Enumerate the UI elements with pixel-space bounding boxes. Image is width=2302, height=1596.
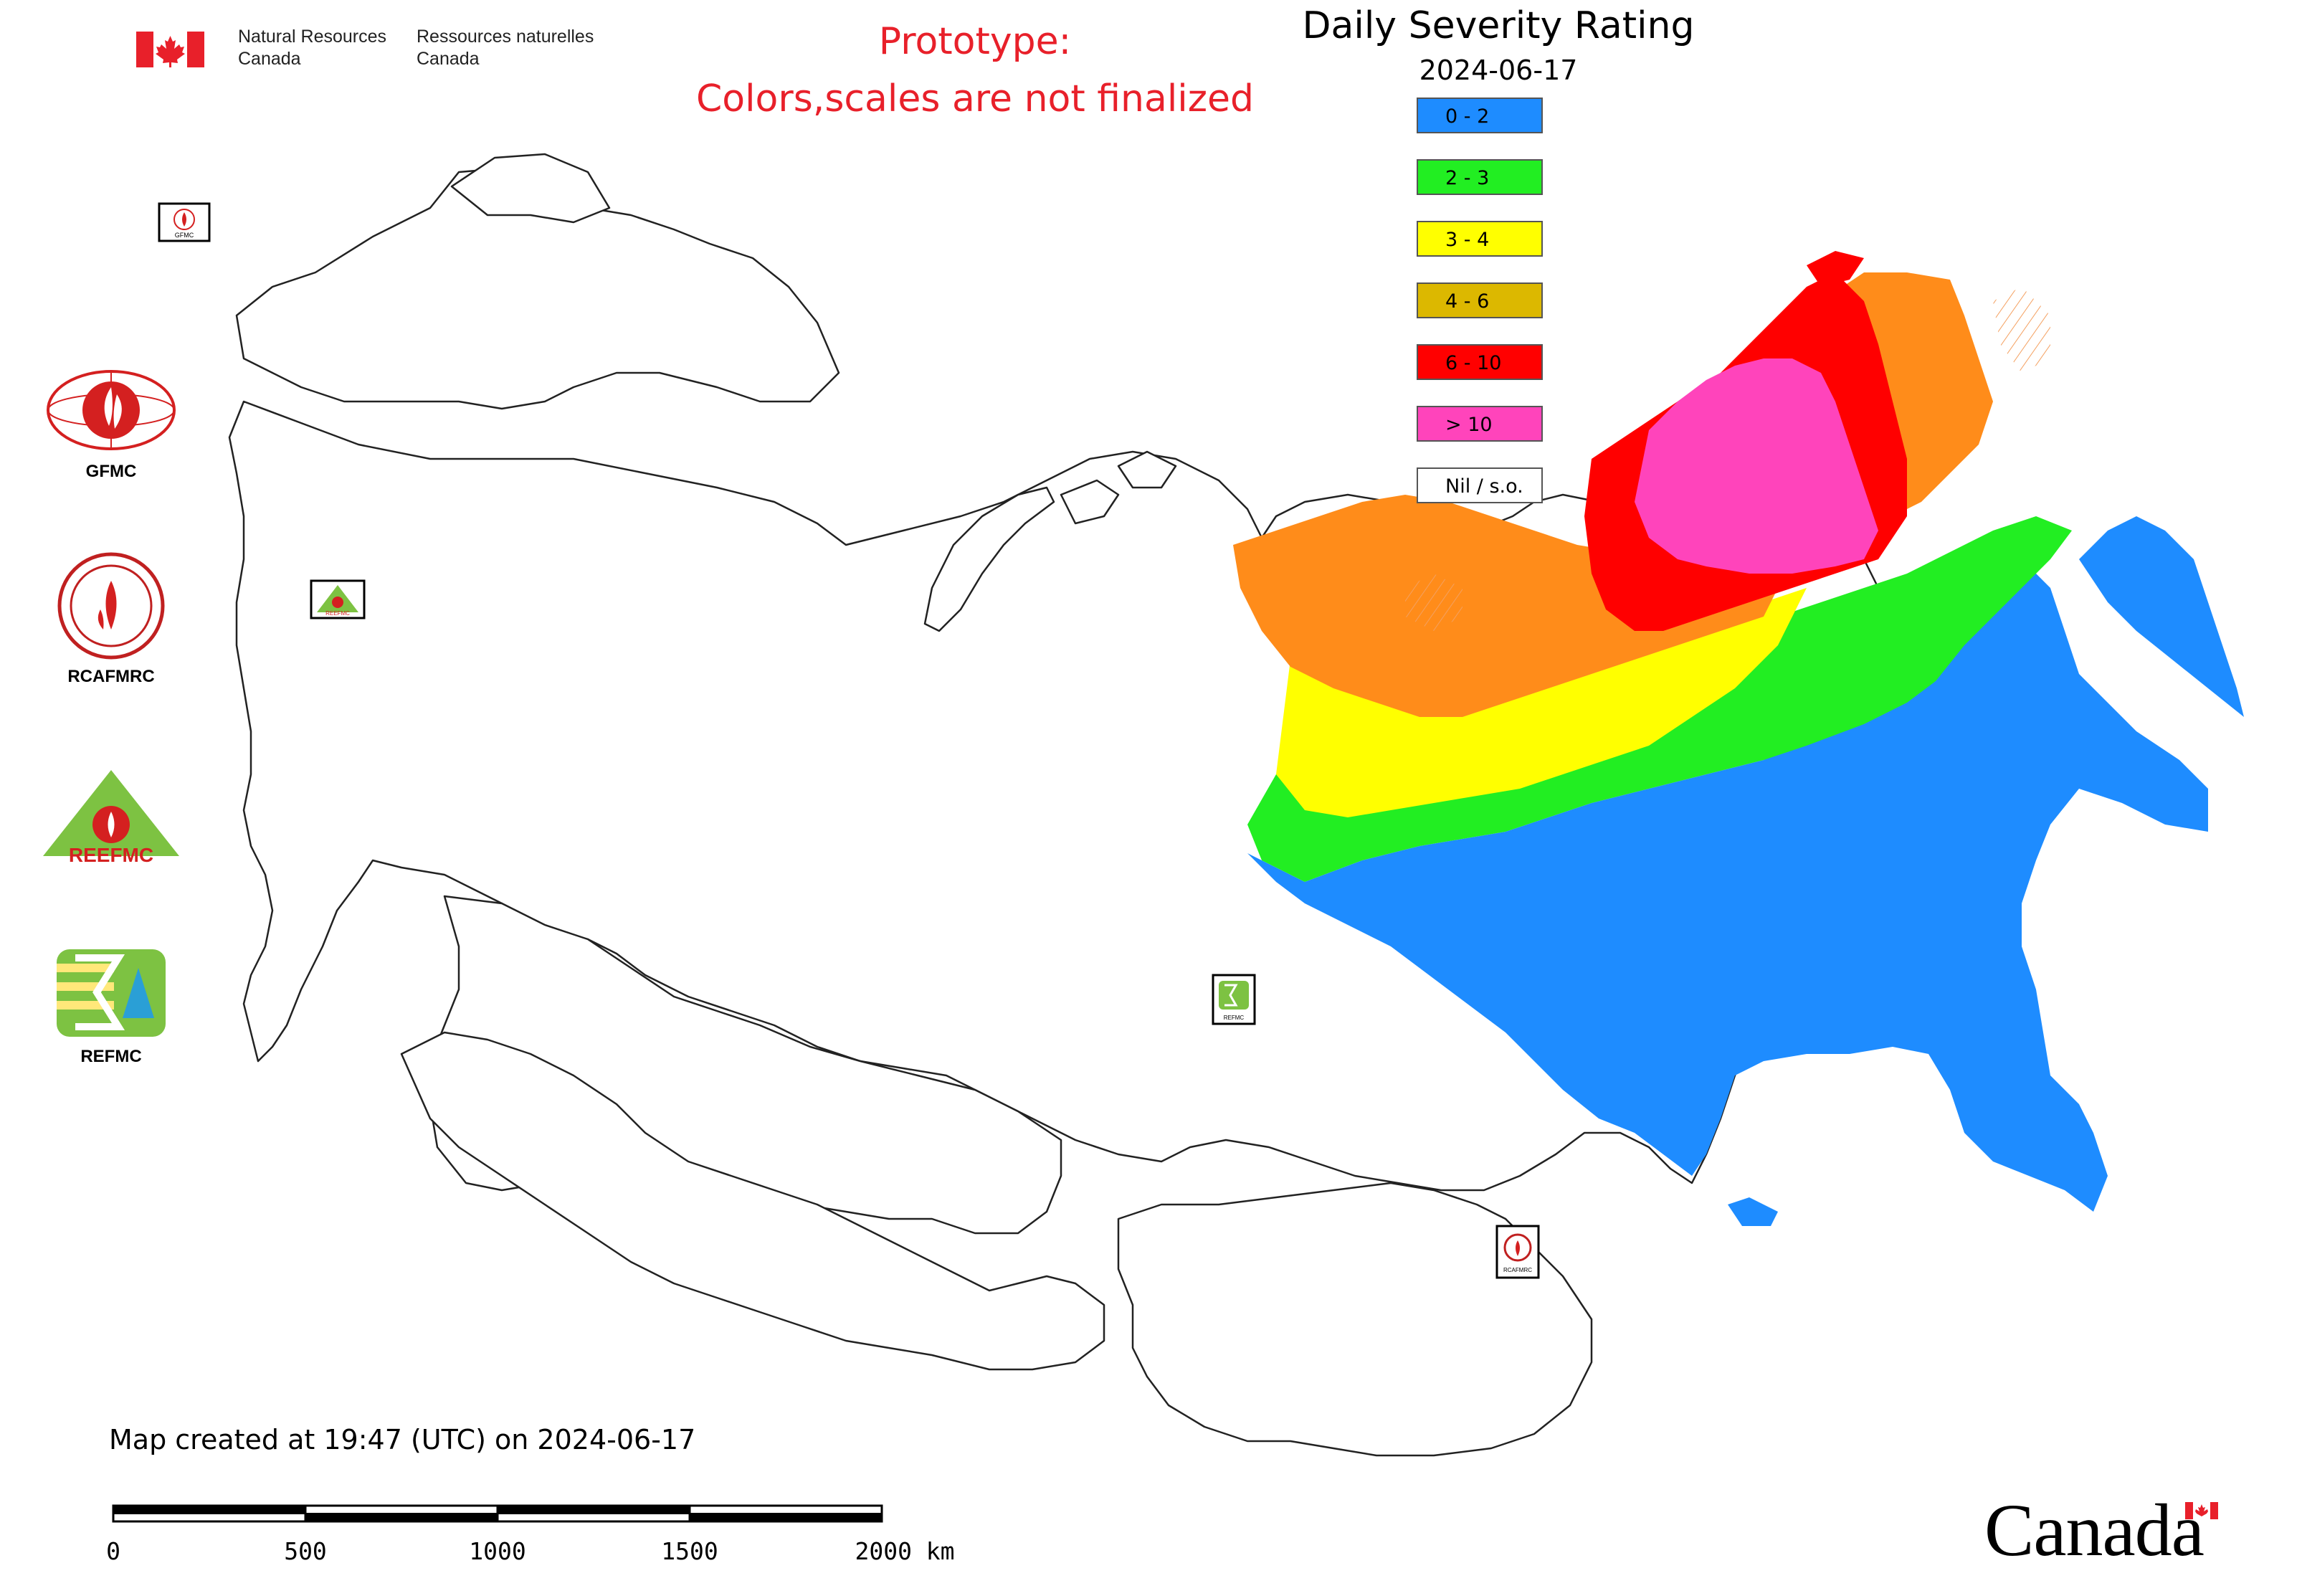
severity-region-red-north xyxy=(1807,251,1864,287)
logo-refmc: REFMC xyxy=(36,946,186,1067)
gfmc-marker-icon: GFMC xyxy=(158,202,211,242)
novaya-zemlya-outline xyxy=(923,486,1055,632)
reefmc-marker-icon: REEFMC xyxy=(310,579,366,619)
nil-area-hatched xyxy=(1405,574,1462,631)
logo-gfmc-label: GFMC xyxy=(85,462,137,481)
scale-label-1500: 1500 xyxy=(661,1537,718,1565)
logo-gfmc: GFMC xyxy=(36,366,186,482)
severity-raster xyxy=(1233,251,2244,1226)
scale-label-1000: 1000 xyxy=(469,1537,526,1565)
severity-region-low-east xyxy=(2079,516,2244,717)
logo-rcafmrc: RCAFMRC xyxy=(36,552,186,687)
reefmc-logo-icon: REEFMC xyxy=(43,770,179,866)
scale-label-500: 500 xyxy=(284,1537,327,1565)
scandinavia-outline xyxy=(235,167,840,410)
prototype-notice-line2: Colors,scales are not finalized xyxy=(695,77,1255,120)
refmc-logo-icon xyxy=(57,949,166,1037)
scale-label-0: 0 xyxy=(106,1537,120,1565)
legend-item-6-10: 6 - 10 xyxy=(1417,344,1543,380)
svg-text:GFMC: GFMC xyxy=(175,232,194,239)
refmc-marker-icon: REFMC xyxy=(1212,974,1256,1025)
logo-reefmc: REEFMC xyxy=(36,767,186,870)
mongolia-outline xyxy=(1117,1182,1593,1457)
severity-region-extreme xyxy=(1635,358,1878,574)
map-date: 2024-06-17 xyxy=(1419,54,1578,86)
svg-text:RCAFMRC: RCAFMRC xyxy=(1503,1267,1532,1273)
central-asia-outline xyxy=(400,1031,1105,1371)
gfmc-logo-icon xyxy=(47,370,176,450)
scale-label-2000-km: 2000 km xyxy=(855,1537,955,1565)
svg-text:REFMC: REFMC xyxy=(1224,1015,1245,1021)
canada-wordmark-flag-icon xyxy=(2185,1502,2218,1519)
canada-wordmark: Canada xyxy=(1984,1489,2205,1572)
map-title: Daily Severity Rating xyxy=(1302,4,1695,47)
org-name-french: Ressources naturelles Canada xyxy=(417,27,594,69)
kola-outline xyxy=(450,153,611,224)
map-station-markers: GFMC REEFMC REFMC RCAFMRC xyxy=(158,202,1540,1279)
prototype-notice-line1: Prototype: xyxy=(878,20,1072,63)
map-created-timestamp: Map created at 19:47 (UTC) on 2024-06-17 xyxy=(109,1424,696,1455)
svg-text:REEFMC: REEFMC xyxy=(325,610,350,617)
legend-item-3-4: 3 - 4 xyxy=(1417,221,1543,257)
arctic-island-outline-1 xyxy=(1060,479,1120,525)
canada-flag-icon xyxy=(136,32,204,67)
rcafmrc-marker-icon: RCAFMRC xyxy=(1495,1225,1540,1279)
legend-item-nil: Nil / s.o. xyxy=(1417,467,1543,503)
legend-item-4-6: 4 - 6 xyxy=(1417,282,1543,318)
svg-text:REEFMC: REEFMC xyxy=(69,844,153,866)
severity-region-low xyxy=(1247,559,2208,1212)
scale-bar xyxy=(112,1504,883,1523)
nil-area-hatched-east xyxy=(1993,287,2050,373)
logo-rcafmrc-label: RCAFMRC xyxy=(67,667,155,686)
legend-item-2-3: 2 - 3 xyxy=(1417,159,1543,195)
rcafmrc-logo-icon xyxy=(57,552,165,660)
legend-item-0-2: 0 - 2 xyxy=(1417,98,1543,133)
severity-region-low-island xyxy=(1728,1197,1778,1226)
arctic-island-outline-2 xyxy=(1117,450,1177,489)
org-name-english: Natural Resources Canada xyxy=(238,27,387,69)
logo-refmc-label: REFMC xyxy=(80,1047,142,1066)
prototype-notice: Prototype: Colors,scales are not finaliz… xyxy=(609,13,1341,128)
legend-item-gt-10: > 10 xyxy=(1417,406,1543,442)
